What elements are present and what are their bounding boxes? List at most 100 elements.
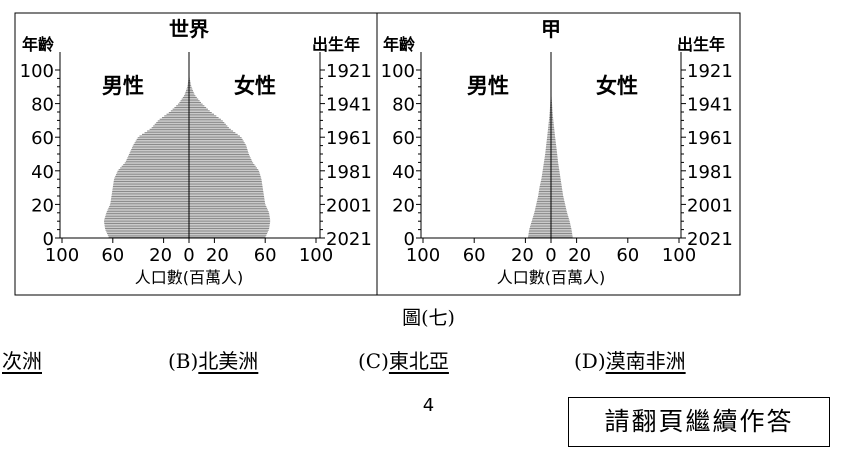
male-bar	[548, 120, 551, 122]
x-axis-label: 人口數(百萬人)	[135, 268, 244, 287]
female-bar	[189, 192, 264, 194]
age-tick-label: 20	[31, 195, 54, 216]
age-tick-label: 60	[392, 128, 415, 149]
male-bar	[104, 219, 189, 221]
option-d[interactable]: (D)漠南非洲	[574, 345, 686, 374]
male-bar	[111, 196, 189, 198]
male-bar	[156, 122, 189, 124]
male-bar	[159, 118, 189, 120]
male-bar	[124, 162, 189, 164]
male-bar	[120, 167, 189, 169]
option-c[interactable]: (C)東北亞	[358, 345, 449, 374]
male-bar	[128, 154, 189, 156]
male-bar	[539, 187, 551, 189]
female-bar	[551, 169, 560, 171]
female-bar	[189, 217, 270, 219]
female-bar	[551, 145, 557, 147]
male-bar	[546, 143, 551, 146]
male-bar	[546, 140, 551, 142]
male-bar	[134, 142, 189, 144]
female-bar	[551, 135, 556, 137]
birth-year-tick-label: 1941	[687, 95, 733, 116]
female-bar	[189, 159, 252, 161]
male-bar	[542, 172, 551, 174]
male-bar	[115, 174, 189, 176]
female-bar	[551, 221, 570, 223]
female-bar	[551, 137, 556, 139]
female-bar	[551, 120, 554, 122]
female-bar	[189, 170, 260, 172]
female-bar	[189, 175, 261, 177]
x-tick-label: 60	[101, 245, 124, 266]
female-bar	[189, 81, 191, 83]
male-bar	[108, 236, 189, 238]
male-bar	[147, 130, 189, 132]
female-bar	[189, 187, 263, 189]
option-c-letter: (C)	[358, 349, 389, 373]
female-bar	[189, 222, 270, 225]
female-bar	[189, 123, 226, 125]
female-bar	[189, 206, 267, 208]
option-b-text: 北美洲	[198, 349, 259, 373]
birth-year-tick-label: 1941	[326, 95, 372, 116]
birth-year-tick-label: 2021	[687, 229, 733, 250]
option-a[interactable]: 次洲	[2, 345, 42, 374]
male-bar	[548, 123, 551, 125]
male-bar	[531, 221, 551, 223]
male-bar	[109, 206, 189, 208]
panel-title: 甲	[541, 17, 561, 41]
male-bar	[180, 100, 189, 102]
female-bar	[551, 132, 555, 134]
male-bar	[544, 157, 551, 159]
female-bar	[189, 132, 236, 134]
female-bar	[551, 165, 559, 167]
male-bar	[105, 214, 189, 216]
male-bar	[547, 128, 551, 130]
female-bar	[551, 106, 553, 109]
male-bar	[549, 115, 551, 117]
male-bar	[107, 232, 189, 235]
male-bar	[132, 145, 189, 147]
x-tick-label: 0	[183, 245, 194, 266]
male-bar	[544, 159, 551, 161]
female-bar	[551, 229, 572, 231]
male-bar	[105, 227, 189, 230]
age-axis-label: 年齡	[22, 35, 54, 54]
female-bar	[189, 172, 260, 174]
male-bar	[538, 192, 551, 194]
female-bar	[551, 201, 565, 203]
female-bar	[551, 170, 560, 172]
x-tick-label: 100	[662, 245, 696, 266]
male-bar	[128, 155, 189, 157]
male-bar	[549, 108, 551, 110]
male-bar	[546, 138, 551, 141]
female-bar	[551, 118, 554, 120]
female-bar	[551, 122, 554, 124]
option-b[interactable]: (B)北美洲	[168, 345, 258, 374]
x-tick-label: 20	[206, 245, 229, 266]
female-bar	[189, 110, 210, 112]
male-bar	[540, 182, 551, 184]
female-bar	[551, 160, 558, 162]
male-bar	[545, 150, 551, 152]
female-label: 女性	[596, 74, 638, 98]
female-bar	[551, 154, 558, 156]
female-bar	[189, 189, 264, 191]
female-bar	[551, 206, 566, 208]
female-bar	[551, 231, 572, 233]
male-bar	[184, 93, 189, 95]
male-bar	[112, 187, 189, 189]
male-bar	[539, 189, 551, 191]
male-bar	[181, 98, 189, 100]
male-bar	[172, 108, 189, 110]
female-bar	[551, 204, 566, 206]
female-bar	[551, 140, 556, 142]
female-bar	[551, 128, 555, 130]
male-bar	[541, 175, 551, 177]
female-bar	[189, 88, 193, 90]
female-bar	[189, 148, 248, 151]
female-bar	[189, 214, 270, 216]
female-bar	[189, 122, 225, 124]
